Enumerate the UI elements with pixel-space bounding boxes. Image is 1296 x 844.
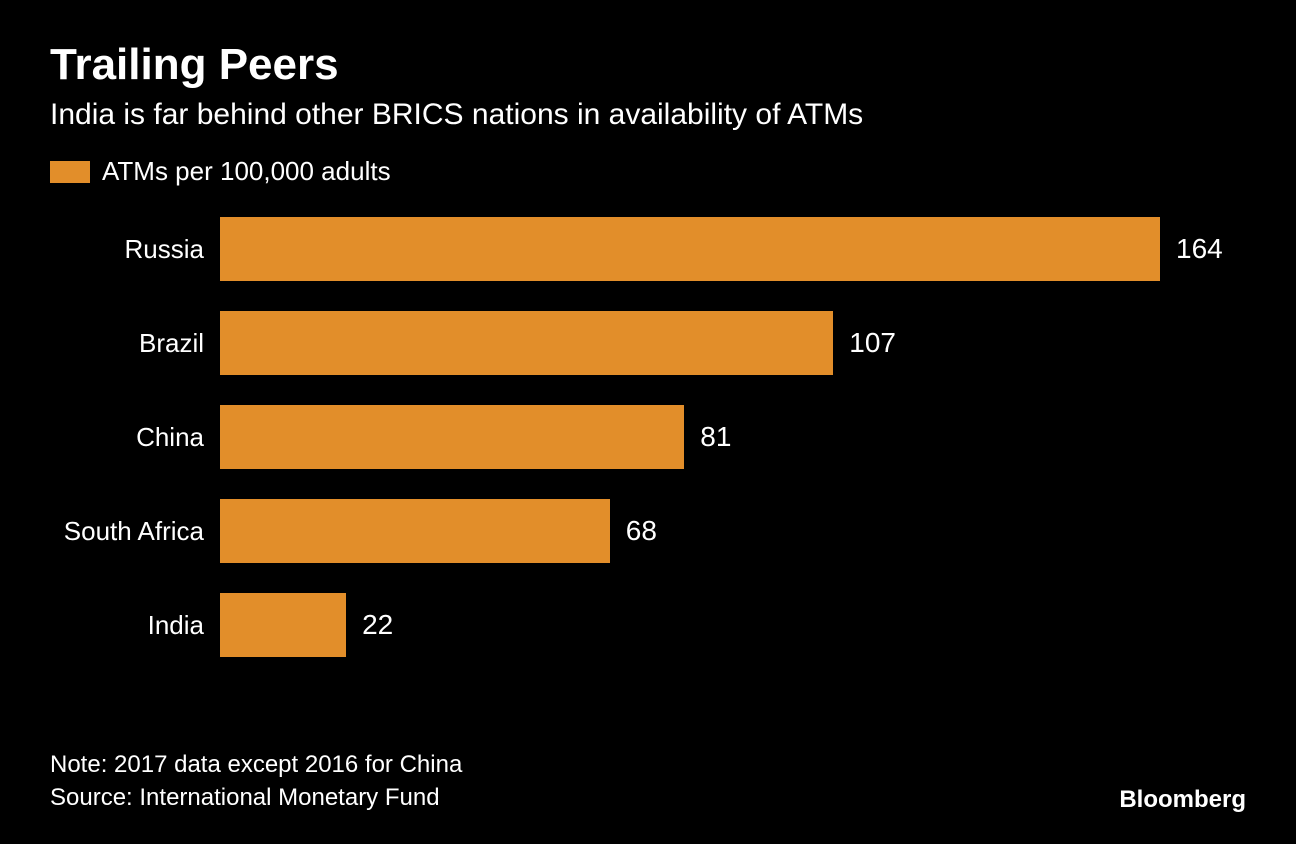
- bar-category-label: South Africa: [50, 516, 220, 547]
- chart-legend: ATMs per 100,000 adults: [50, 156, 1246, 187]
- chart-footer: Note: 2017 data except 2016 for China So…: [50, 749, 1246, 814]
- bar-value-label: 68: [626, 515, 657, 547]
- bar: [220, 217, 1160, 281]
- bar: [220, 311, 833, 375]
- chart-source: Source: International Monetary Fund: [50, 782, 1246, 814]
- bar-track: 22: [220, 593, 1246, 657]
- bar-track: 164: [220, 217, 1246, 281]
- bar-value-label: 81: [700, 421, 731, 453]
- bar-row: Brazil 107: [50, 311, 1246, 375]
- bar-track: 107: [220, 311, 1246, 375]
- bar-category-label: Brazil: [50, 328, 220, 359]
- bar-row: South Africa 68: [50, 499, 1246, 563]
- bar: [220, 593, 346, 657]
- legend-label: ATMs per 100,000 adults: [102, 156, 391, 187]
- bar-track: 68: [220, 499, 1246, 563]
- bar-row: India 22: [50, 593, 1246, 657]
- bar-value-label: 164: [1176, 233, 1223, 265]
- chart-plot-area: Russia 164 Brazil 107 China 81 South Africa 68 I…: [50, 217, 1246, 657]
- bar-row: Russia 164: [50, 217, 1246, 281]
- chart-title: Trailing Peers: [50, 40, 1246, 90]
- bar-row: China 81: [50, 405, 1246, 469]
- bar: [220, 405, 684, 469]
- chart-attribution: Bloomberg: [1119, 786, 1246, 814]
- bar: [220, 499, 610, 563]
- bar-value-label: 22: [362, 609, 393, 641]
- bar-value-label: 107: [849, 327, 896, 359]
- legend-swatch: [50, 161, 90, 183]
- chart-note: Note: 2017 data except 2016 for China: [50, 749, 1246, 781]
- bar-track: 81: [220, 405, 1246, 469]
- chart-subtitle: India is far behind other BRICS nations …: [50, 98, 1246, 132]
- bar-category-label: India: [50, 610, 220, 641]
- bar-category-label: Russia: [50, 234, 220, 265]
- bar-category-label: China: [50, 422, 220, 453]
